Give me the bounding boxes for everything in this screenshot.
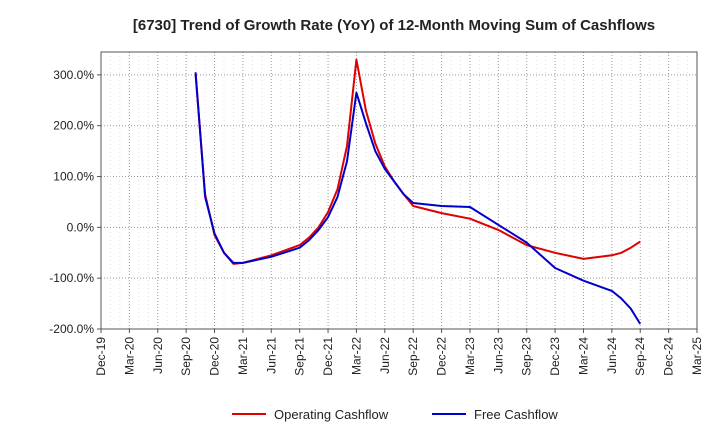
x-tick-label: Mar-21 (236, 337, 250, 375)
series-line-free-cashflow (194, 72, 642, 325)
legend: Operating Cashflow Free Cashflow (232, 407, 558, 422)
x-tick-label: Dec-19 (94, 337, 108, 376)
y-tick-label: -200.0% (49, 322, 94, 336)
x-tick-label: Dec-21 (321, 337, 335, 376)
x-tick-label: Sep-20 (179, 337, 193, 376)
x-tick-label: Mar-24 (576, 337, 590, 375)
y-tick-label: 100.0% (53, 170, 94, 184)
chart-title: [6730] Trend of Growth Rate (YoY) of 12-… (133, 17, 655, 34)
x-tick-label: Dec-23 (548, 337, 562, 376)
x-tick-label: Sep-24 (633, 337, 647, 376)
x-tick-label: Dec-20 (208, 337, 222, 376)
x-tick-label: Jun-20 (151, 337, 165, 374)
x-tick-label: Jun-24 (605, 337, 619, 374)
grid (100, 52, 698, 330)
y-axis: 300.0% 200.0% 100.0% 0.0% -100.0% -200.0% (49, 68, 101, 336)
x-tick-label: Mar-22 (349, 337, 363, 375)
x-axis: Dec-19 Mar-20 Jun-20 Sep-20 Dec-20 Mar-21 Jun-… (94, 329, 704, 376)
x-tick-label: Sep-23 (520, 337, 534, 376)
plot-area (100, 51, 698, 330)
x-tick-label: Mar-20 (122, 337, 136, 375)
x-tick-label: Jun-23 (491, 337, 505, 374)
x-tick-label: Sep-21 (293, 337, 307, 376)
legend-label: Free Cashflow (474, 407, 558, 422)
x-tick-label: Dec-24 (662, 337, 676, 376)
x-tick-label: Sep-22 (406, 337, 420, 376)
legend-label: Operating Cashflow (274, 407, 389, 422)
y-tick-label: 300.0% (53, 68, 94, 82)
x-tick-label: Dec-22 (435, 337, 449, 376)
x-tick-label: Jun-21 (264, 337, 278, 374)
series-lines (194, 58, 642, 325)
x-tick-label: Mar-23 (463, 337, 477, 375)
y-tick-label: 0.0% (67, 220, 95, 234)
x-tick-label: Mar-25 (690, 337, 704, 375)
y-tick-label: 200.0% (53, 119, 94, 133)
x-tick-label: Jun-22 (378, 337, 392, 374)
series-line-operating-cashflow (194, 58, 641, 265)
y-tick-label: -100.0% (49, 271, 94, 285)
